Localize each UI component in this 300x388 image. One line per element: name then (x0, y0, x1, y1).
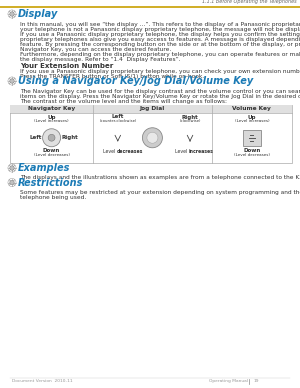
Text: Right: Right (61, 135, 78, 140)
Text: (Level increases): (Level increases) (235, 119, 269, 123)
Text: Down: Down (243, 148, 260, 153)
Text: (counter-clockwise): (counter-clockwise) (99, 119, 136, 123)
Text: Up: Up (248, 114, 256, 120)
Text: telephone being used.: telephone being used. (20, 195, 86, 200)
Text: proprietary telephones also give you easy access to features. A message is displ: proprietary telephones also give you eas… (20, 37, 300, 42)
Circle shape (147, 132, 158, 143)
Text: increases: increases (189, 149, 214, 154)
Text: Document Version  2010-11: Document Version 2010-11 (12, 379, 73, 383)
Text: The displays and the illustrations shown as examples are from a telephone connec: The displays and the illustrations shown… (20, 175, 300, 180)
Text: Operating Manual: Operating Manual (209, 379, 248, 383)
Text: Volume Key: Volume Key (232, 106, 271, 111)
Bar (10, 105, 292, 163)
Text: (Level decreases): (Level decreases) (234, 153, 270, 157)
Text: Left: Left (29, 135, 42, 140)
Text: 19: 19 (254, 379, 260, 383)
Circle shape (10, 12, 14, 16)
Text: Furthermore, depending on the display proprietary telephone, you can operate fea: Furthermore, depending on the display pr… (20, 52, 300, 57)
Text: Down: Down (43, 148, 60, 153)
Text: Up: Up (47, 114, 56, 120)
Circle shape (10, 79, 14, 83)
Text: the display message. Refer to “1.4  Display Features”.: the display message. Refer to “1.4 Displ… (20, 57, 181, 62)
Circle shape (142, 128, 162, 148)
Text: Navigator Key: Navigator Key (28, 106, 75, 111)
Circle shape (10, 166, 14, 170)
Bar (10, 105, 292, 113)
Text: If you use a Panasonic display proprietary telephone, the display helps you conf: If you use a Panasonic display proprieta… (20, 32, 300, 37)
Text: The contrast or the volume level and the items will change as follows:: The contrast or the volume level and the… (20, 99, 227, 104)
Circle shape (43, 129, 61, 147)
Text: Your Extension Number: Your Extension Number (20, 64, 113, 69)
Text: Left: Left (112, 114, 124, 120)
Text: (Level decreases): (Level decreases) (34, 153, 70, 157)
Text: Using a Navigator Key/Jog Dial/Volume Key: Using a Navigator Key/Jog Dial/Volume Ke… (18, 76, 253, 86)
Text: Level: Level (103, 149, 117, 154)
Text: If you use a Panasonic display proprietary telephone, you can check your own ext: If you use a Panasonic display proprieta… (20, 69, 300, 74)
Text: Restrictions: Restrictions (18, 177, 83, 187)
Text: Level: Level (175, 149, 189, 154)
Circle shape (10, 180, 14, 185)
Circle shape (48, 134, 55, 141)
Text: feature. By pressing the corresponding button on the side or at the bottom of th: feature. By pressing the corresponding b… (20, 42, 300, 47)
Text: 1.1.1 Before Operating the Telephones: 1.1.1 Before Operating the Telephones (202, 0, 297, 4)
Bar (243, 130, 261, 146)
Text: decreases: decreases (117, 149, 143, 154)
Text: (clockwise): (clockwise) (179, 119, 201, 123)
Text: your telephone is not a Panasonic display proprietary telephone, the message wil: your telephone is not a Panasonic displa… (20, 27, 300, 32)
Text: Right: Right (182, 114, 198, 120)
Text: Jog Dial: Jog Dial (140, 106, 165, 111)
Text: Navigator Key, you can access the desired feature.: Navigator Key, you can access the desire… (20, 47, 171, 52)
Text: Display: Display (18, 9, 58, 19)
Text: Press the TRANSFER button or Soft (S/1) button while on-hook.: Press the TRANSFER button or Soft (S/1) … (20, 74, 204, 79)
Text: The Navigator Key can be used for the display contrast and the volume control or: The Navigator Key can be used for the di… (20, 89, 300, 94)
Text: Examples: Examples (18, 163, 70, 173)
Text: (Level increases): (Level increases) (34, 119, 69, 123)
Text: Some features may be restricted at your extension depending on system programmin: Some features may be restricted at your … (20, 190, 300, 195)
Text: items on the display. Press the Navigator Key/Volume Key or rotate the Jog Dial : items on the display. Press the Navigato… (20, 94, 300, 99)
Text: In this manual, you will see “the display …”. This refers to the display of a Pa: In this manual, you will see “the displa… (20, 22, 300, 27)
